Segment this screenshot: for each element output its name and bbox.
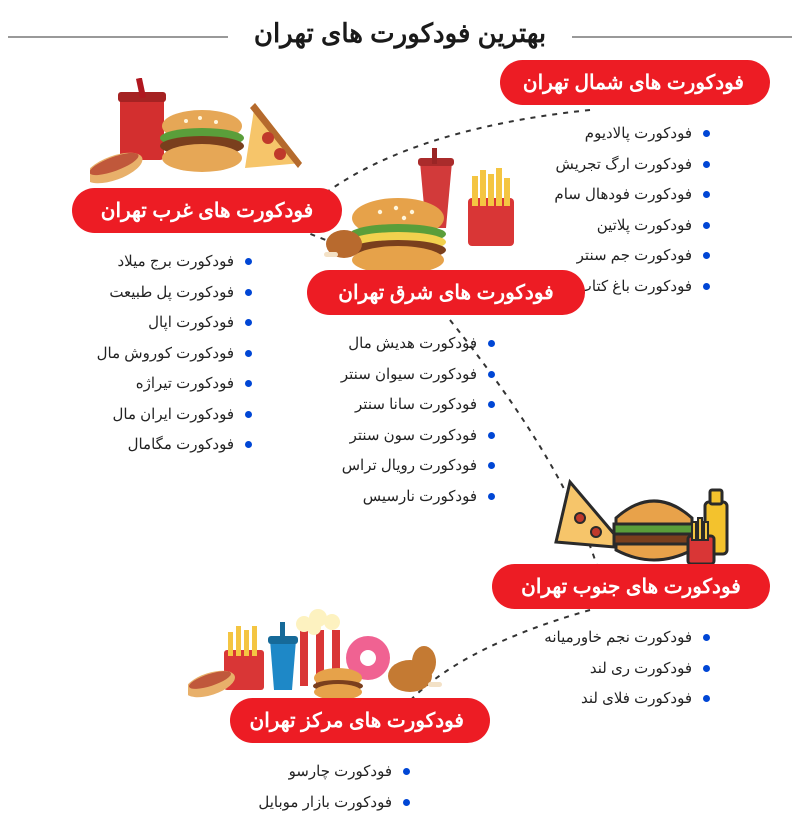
list-item: فودکورت هدیش مال — [295, 329, 495, 360]
food-illustration-center — [188, 596, 448, 704]
list-item: فودکورت جم سنتر — [480, 241, 710, 272]
badge-north: فودکورت های شمال تهران — [500, 60, 770, 105]
list-west: فودکورت برج میلاد فودکورت پل طبیعت فودکو… — [52, 247, 252, 461]
list-item: فودکورت ارگ تجریش — [480, 150, 710, 181]
list-item: فودکورت اپال — [52, 308, 252, 339]
badge-south: فودکورت های جنوب تهران — [492, 564, 770, 609]
section-center: فودکورت های مرکز تهران فودکورت چارسو فود… — [200, 698, 490, 818]
list-item: فودکورت پلاتین — [480, 211, 710, 242]
list-item: فودکورت مگامال — [52, 430, 252, 461]
list-item: فودکورت برج میلاد — [52, 247, 252, 278]
food-illustration-west — [90, 78, 310, 193]
list-item: فودکورت سون سنتر — [295, 421, 495, 452]
badge-west: فودکورت های غرب تهران — [72, 188, 342, 233]
list-item: فودکورت چارسو — [200, 757, 410, 788]
list-item: فودکورت بازار موبایل — [200, 788, 410, 819]
badge-center: فودکورت های مرکز تهران — [230, 698, 490, 743]
list-item: فودکورت فودهال سام — [480, 180, 710, 211]
list-item: فودکورت فلای لند — [480, 684, 710, 715]
list-south: فودکورت نجم خاورمیانه فودکورت ری لند فود… — [480, 623, 710, 715]
list-item: فودکورت پالادیوم — [480, 119, 710, 150]
list-center: فودکورت چارسو فودکورت بازار موبایل — [200, 757, 410, 818]
section-east: فودکورت های شرق تهران فودکورت هدیش مال ف… — [295, 270, 585, 512]
list-item: فودکورت سانا سنتر — [295, 390, 495, 421]
badge-east: فودکورت های شرق تهران — [307, 270, 585, 315]
page-title: بهترین فودکورت های تهران — [0, 0, 800, 57]
list-item: فودکورت پل طبیعت — [52, 278, 252, 309]
list-item: فودکورت رویال تراس — [295, 451, 495, 482]
list-item: فودکورت سیوان سنتر — [295, 360, 495, 391]
list-item: فودکورت نجم خاورمیانه — [480, 623, 710, 654]
section-north: فودکورت های شمال تهران فودکورت پالادیوم … — [480, 60, 770, 302]
list-item: فودکورت تیراژه — [52, 369, 252, 400]
list-item: فودکورت ری لند — [480, 654, 710, 685]
section-south: فودکورت های جنوب تهران فودکورت نجم خاورم… — [480, 564, 770, 715]
list-item: فودکورت ایران مال — [52, 400, 252, 431]
list-east: فودکورت هدیش مال فودکورت سیوان سنتر فودک… — [295, 329, 495, 512]
list-item: فودکورت کوروش مال — [52, 339, 252, 370]
list-item: فودکورت نارسیس — [295, 482, 495, 513]
